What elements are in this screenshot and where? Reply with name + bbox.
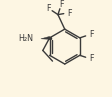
Text: F: F xyxy=(89,30,94,39)
Text: H₂N: H₂N xyxy=(18,34,33,43)
Text: F: F xyxy=(89,54,94,63)
Text: F: F xyxy=(60,0,64,9)
Text: F: F xyxy=(67,9,72,18)
Polygon shape xyxy=(41,36,50,39)
Text: F: F xyxy=(46,4,51,13)
